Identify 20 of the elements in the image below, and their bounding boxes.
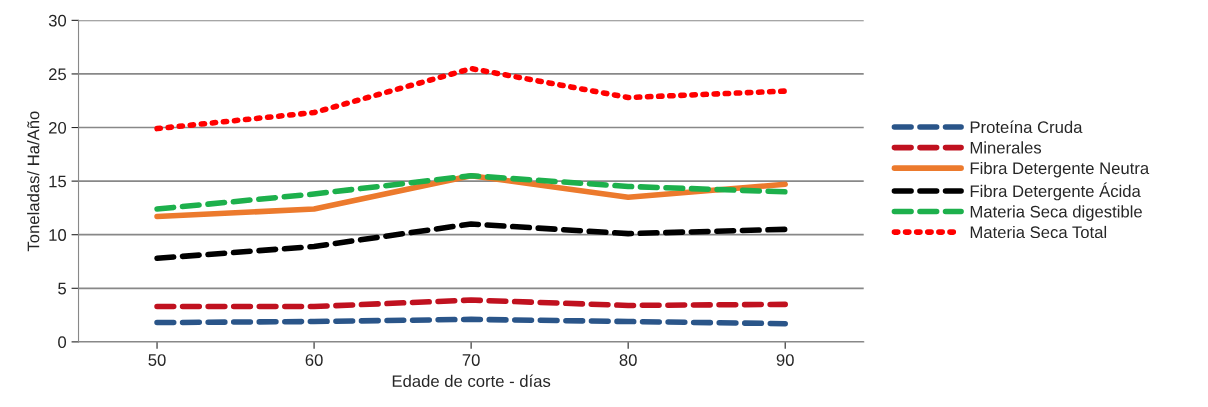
x-axis-title: Edade de corte - días	[392, 374, 551, 388]
y-tick-label: 0	[58, 336, 67, 349]
y-tick-label: 15	[49, 175, 67, 188]
y-tick-label: 5	[58, 282, 67, 295]
y-tick-label: 10	[49, 229, 67, 241]
y-tick-label: 25	[49, 68, 67, 81]
legend-label: Materia Seca Total	[970, 225, 1107, 239]
y-tick-label: 30	[48, 14, 67, 27]
x-tick-label: 50	[148, 354, 166, 366]
legend-label: Materia Seca digestible	[970, 205, 1142, 221]
y-axis-title: Toneladas/ Ha/Año	[27, 111, 40, 252]
legend-label: Fibra Detergente Ácida	[970, 182, 1141, 201]
x-tick-label: 80	[619, 354, 637, 366]
legend-label: Fibra Detergente Neutra	[970, 161, 1150, 178]
y-tick-label: 20	[49, 121, 67, 134]
legend-label: Proteína Cruda	[970, 120, 1083, 134]
x-tick-label: 90	[776, 354, 794, 366]
x-tick-label: 70	[462, 354, 480, 366]
legend-label: Minerales	[970, 141, 1042, 154]
x-tick-label: 60	[305, 354, 323, 366]
